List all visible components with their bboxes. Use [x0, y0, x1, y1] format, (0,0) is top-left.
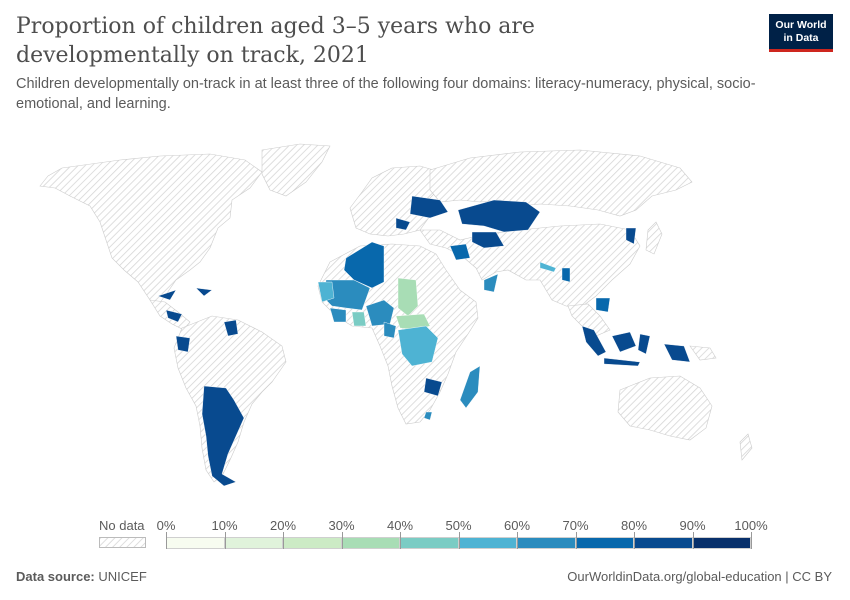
legend-tick	[166, 532, 167, 549]
country-north-korea[interactable]	[625, 227, 637, 245]
country-papua[interactable]	[663, 343, 691, 363]
legend-tick-label: 40%	[386, 518, 414, 533]
legend-no-data-label: No data	[99, 518, 145, 533]
countries-with-data	[157, 195, 691, 487]
legend-swatch	[575, 537, 634, 549]
legend-tick	[634, 532, 635, 549]
legend-tick-label: 70%	[562, 518, 589, 533]
map-legend: No data 0% 10% 20% 30% 40% 50% 60% 70% 80% 90% 100…	[0, 512, 850, 557]
legend-tick-label: 80%	[620, 518, 648, 533]
country-georgia[interactable]	[395, 217, 411, 231]
country-chad[interactable]	[397, 277, 419, 317]
country-algeria[interactable]	[343, 241, 385, 289]
country-cuba[interactable]	[157, 289, 177, 301]
country-argentina[interactable]	[201, 385, 245, 487]
legend-tick	[283, 532, 284, 549]
data-source: Data source: UNICEF	[16, 569, 147, 584]
country-ghana[interactable]	[351, 311, 367, 327]
legend-swatch	[341, 537, 400, 549]
country-laos[interactable]	[595, 297, 611, 313]
chart-subtitle: Children developmentally on-track in at …	[16, 76, 756, 112]
legend-tick	[575, 532, 577, 549]
region-russia	[429, 149, 693, 217]
country-kazakhstan[interactable]	[457, 199, 541, 233]
legend-swatch	[224, 537, 283, 549]
legend-tick-label: 30%	[328, 518, 355, 533]
country-honduras[interactable]	[165, 309, 183, 323]
region-japan	[645, 221, 663, 255]
legend-tick-label: 60%	[503, 518, 531, 533]
country-madagascar[interactable]	[459, 365, 481, 409]
legend-tick	[400, 532, 401, 549]
region-png	[689, 345, 717, 361]
legend-tick-label: 0%	[156, 518, 176, 533]
legend-tick-label: 100%	[734, 518, 768, 533]
country-peru[interactable]	[175, 335, 191, 353]
legend-swatch	[634, 537, 693, 549]
legend-swatch	[283, 537, 342, 549]
legend-no-data-swatch	[99, 537, 146, 548]
country-bangladesh[interactable]	[561, 267, 571, 283]
country-turkmenistan[interactable]	[471, 231, 505, 249]
country-sierra-leone[interactable]	[329, 307, 347, 323]
country-indonesia-sumatra[interactable]	[581, 325, 607, 357]
legend-swatch	[692, 537, 751, 549]
chart-title: Proportion of children aged 3–5 years wh…	[16, 14, 535, 68]
legend-swatch	[166, 537, 225, 549]
country-senegal[interactable]	[317, 281, 335, 303]
world-map[interactable]	[0, 130, 850, 505]
data-source-label: Data source:	[16, 569, 95, 584]
legend-swatch	[517, 537, 576, 549]
country-belarus[interactable]	[409, 195, 449, 219]
legend-swatch	[400, 537, 459, 549]
legend-tick-label: 20%	[269, 518, 297, 533]
country-oman[interactable]	[483, 273, 499, 293]
legend-tick	[692, 532, 694, 549]
legend-tick	[224, 532, 226, 549]
legend-tick-label: 10%	[211, 518, 238, 533]
country-lesotho[interactable]	[423, 411, 433, 421]
logo-line-2: in Data	[783, 32, 819, 44]
country-dominican-republic[interactable]	[195, 287, 213, 297]
legend-tick	[458, 532, 460, 549]
country-guyana[interactable]	[223, 319, 239, 337]
footer-url[interactable]: OurWorldinData.org/global-education | CC…	[567, 569, 832, 584]
region-greenland	[261, 143, 331, 197]
country-iraq[interactable]	[449, 243, 471, 261]
country-cameroon[interactable]	[383, 321, 397, 339]
region-new-zealand	[739, 433, 753, 461]
country-indonesia-sulawesi[interactable]	[637, 333, 651, 355]
region-north-america	[39, 153, 263, 306]
region-australia	[617, 375, 713, 441]
country-indonesia-java[interactable]	[603, 357, 641, 367]
legend-tick-label: 50%	[445, 518, 472, 533]
region-southeast-asia	[567, 303, 611, 337]
data-source-value[interactable]: UNICEF	[98, 569, 147, 584]
country-indonesia-borneo[interactable]	[611, 331, 637, 353]
logo-line-1: Our World	[775, 19, 827, 31]
owid-logo[interactable]: Our World in Data	[769, 14, 833, 52]
legend-swatch	[458, 537, 517, 549]
country-drc[interactable]	[397, 325, 439, 367]
legend-tick-label: 90%	[679, 518, 706, 533]
no-data-land	[39, 143, 753, 483]
legend-tick	[751, 532, 752, 549]
country-nepal[interactable]	[539, 261, 557, 273]
region-africa	[317, 243, 479, 425]
country-nigeria[interactable]	[365, 299, 395, 327]
country-zimbabwe[interactable]	[423, 377, 443, 397]
legend-tick	[517, 532, 518, 549]
legend-tick	[341, 532, 343, 549]
